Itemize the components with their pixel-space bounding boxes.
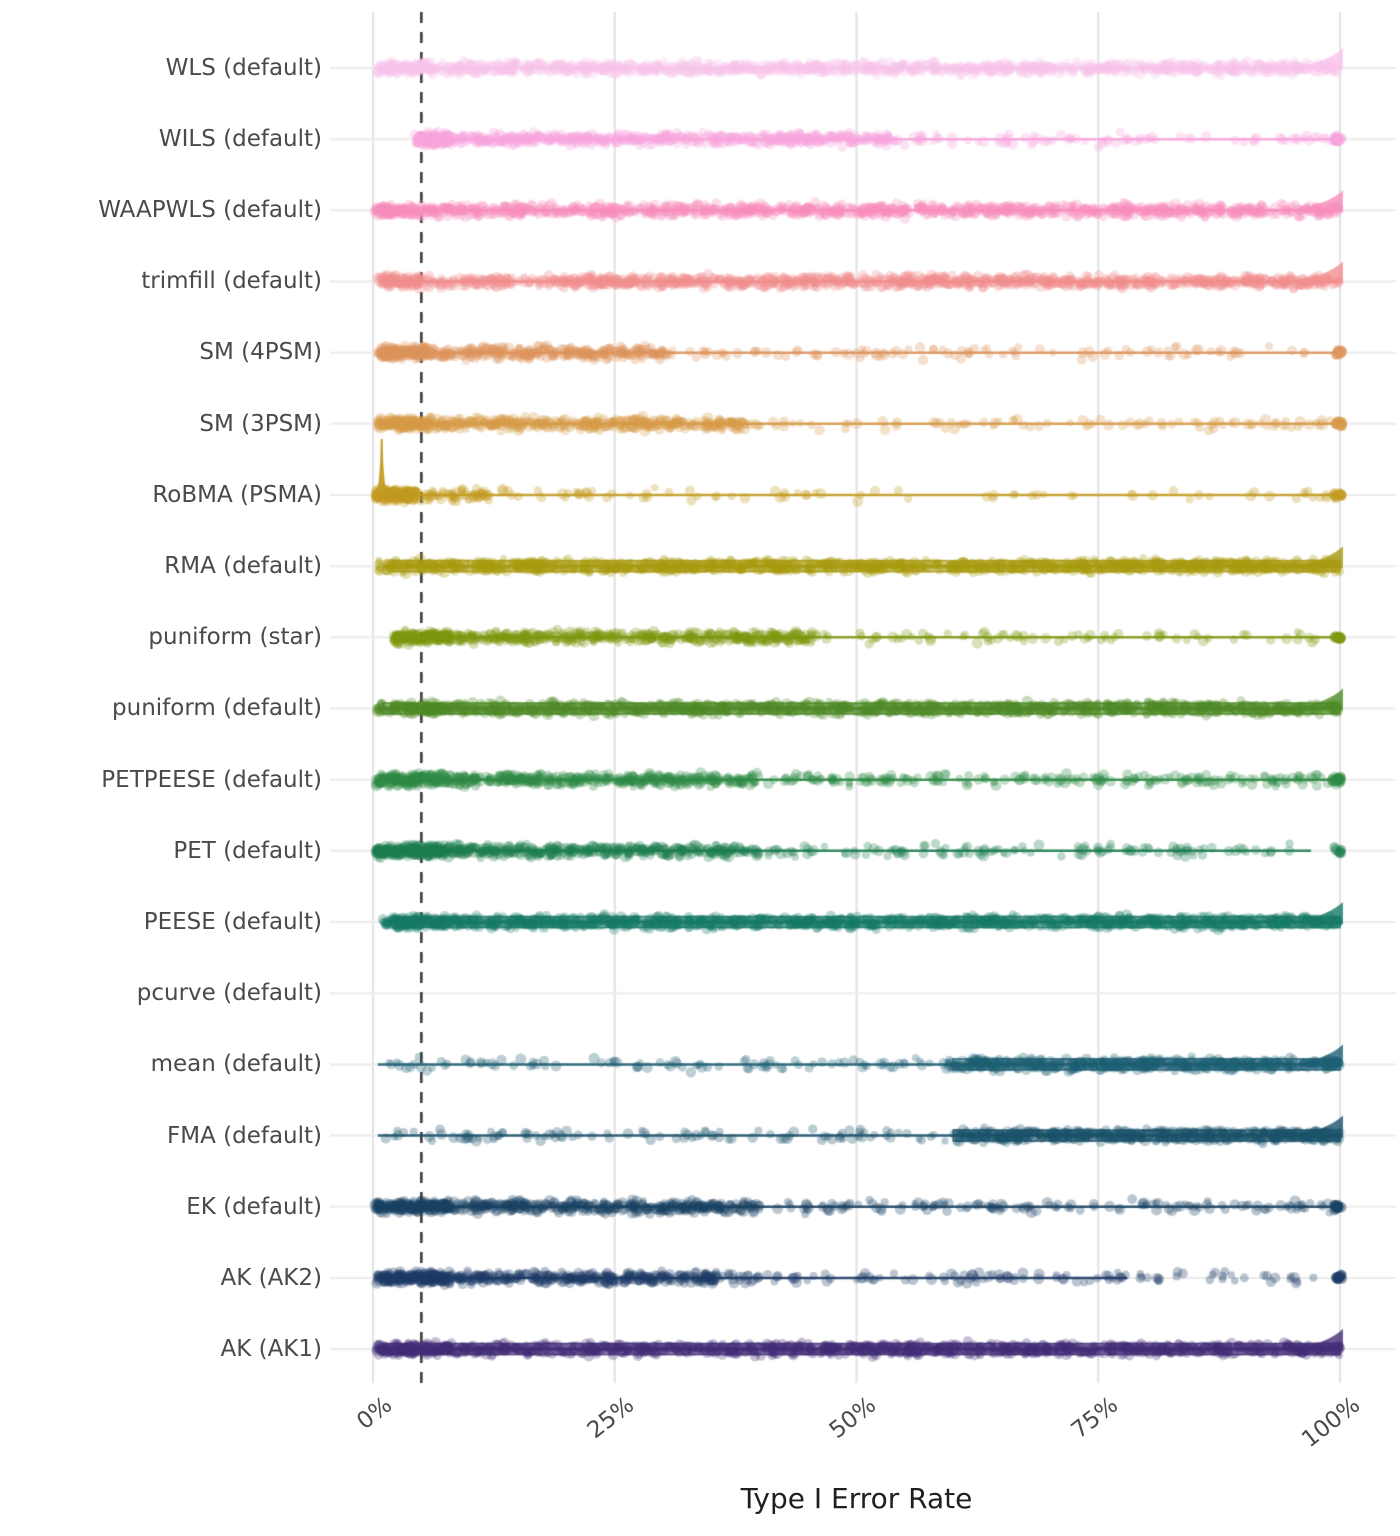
y-axis-label: AK (AK2) xyxy=(220,1265,322,1291)
y-axis-label: FMA (default) xyxy=(167,1123,322,1149)
x-axis-title: Type I Error Rate xyxy=(740,1482,973,1515)
y-axis-label: WAAPWLS (default) xyxy=(98,197,322,223)
y-axis-label: PET (default) xyxy=(173,838,322,864)
y-axis-label: WLS (default) xyxy=(165,55,322,81)
y-axis-label: pcurve (default) xyxy=(136,980,322,1006)
y-axis-label: WILS (default) xyxy=(158,126,322,152)
y-axis-label: AK (AK1) xyxy=(220,1336,322,1362)
y-axis-label: PETPEESE (default) xyxy=(101,767,322,793)
y-axis-label: puniform (default) xyxy=(112,695,322,721)
y-axis-label: PEESE (default) xyxy=(143,909,322,935)
y-axis-label: SM (3PSM) xyxy=(199,411,322,437)
y-axis-label: SM (4PSM) xyxy=(199,339,322,365)
y-axis-label: RMA (default) xyxy=(164,553,322,579)
y-axis-label: EK (default) xyxy=(186,1194,322,1220)
y-axis-label: RoBMA (PSMA) xyxy=(152,482,322,508)
y-axis-label: mean (default) xyxy=(150,1051,322,1077)
y-axis-label: trimfill (default) xyxy=(141,268,322,294)
y-axis-label: puniform (star) xyxy=(148,624,322,650)
